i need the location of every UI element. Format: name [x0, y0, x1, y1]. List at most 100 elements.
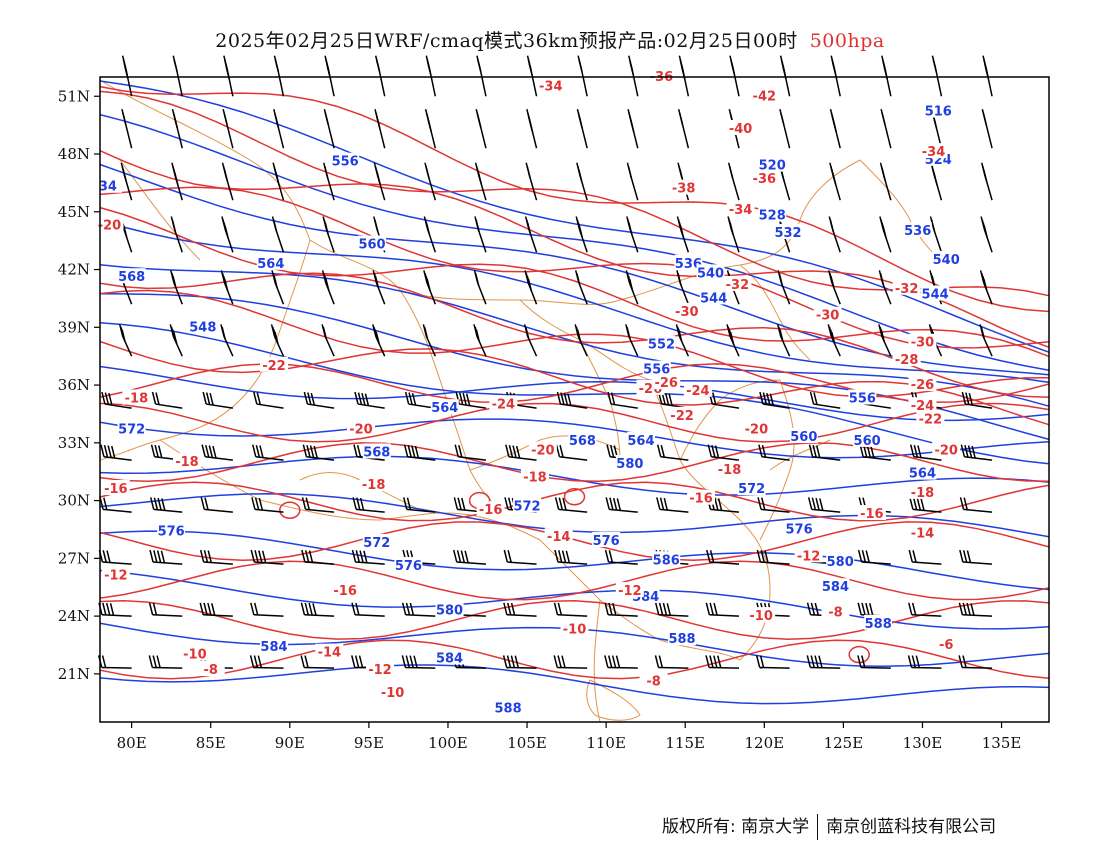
wind-barb — [878, 270, 892, 305]
wind-barb — [221, 216, 234, 253]
wind-barb — [880, 108, 892, 149]
label-bg — [821, 603, 850, 619]
height-label: 572 — [363, 536, 390, 551]
label-bg — [892, 351, 921, 367]
label-bg — [362, 533, 391, 549]
x-tick-label: 120E — [745, 734, 785, 752]
height-label: 588 — [668, 632, 695, 647]
wind-barb — [121, 108, 133, 149]
temperature-label: -16 — [860, 507, 884, 522]
height-label: 572 — [738, 482, 765, 497]
wind-barb — [907, 655, 942, 669]
label-bg — [932, 635, 961, 651]
wind-barb — [807, 497, 841, 513]
wind-barb — [879, 216, 892, 253]
wind-barb — [100, 444, 132, 461]
wind-barb — [321, 270, 335, 305]
label-bg — [652, 374, 681, 390]
label-bg — [196, 661, 225, 677]
label-bg — [626, 431, 655, 447]
height-label: 532 — [774, 226, 801, 241]
wind-barb — [503, 602, 537, 617]
wind-barb — [253, 391, 284, 409]
wind-barb — [676, 216, 690, 253]
wind-barb — [625, 270, 639, 305]
y-tick-label: 39N — [58, 318, 90, 336]
label-bg — [365, 661, 394, 677]
temperature-label: -10 — [749, 609, 773, 624]
temperature-label: -14 — [318, 646, 342, 661]
map-title: 2025年02月25日WRF/cmaq模式36km预报产品:02月25日00时 5… — [0, 26, 1100, 53]
wind-barb — [372, 270, 386, 305]
y-tick-label: 51N — [58, 87, 90, 105]
label-bg — [821, 578, 850, 594]
temperature-label: -20 — [98, 218, 122, 233]
height-label: 568 — [363, 445, 390, 460]
wind-barb — [607, 391, 638, 409]
height-label: 544 — [922, 288, 949, 303]
title-level: 500hpa — [809, 30, 885, 52]
temperature-label: -24 — [492, 397, 516, 412]
latitude-axis: 51N 48N 45N 42N 39N 36N 33N 30N 27N 24N 21N — [58, 87, 100, 683]
label-bg — [848, 389, 877, 405]
height-contour — [99, 530, 1050, 591]
label-bg — [528, 441, 557, 457]
temperature-label: -30 — [675, 305, 699, 320]
label-bg — [669, 179, 698, 195]
wind-barb — [678, 55, 690, 97]
temperature-label: -16 — [104, 482, 128, 497]
wind-barb — [910, 444, 942, 461]
height-contour — [99, 455, 1050, 496]
label-bg — [101, 480, 130, 496]
label-bg — [568, 431, 597, 447]
temperature-contour — [99, 90, 1050, 297]
label-bg — [359, 476, 388, 492]
wind-barb — [403, 497, 436, 513]
label-bg — [864, 614, 893, 630]
wind-barb — [202, 391, 233, 409]
wind-barb — [575, 216, 588, 253]
temperature-label: -22 — [670, 409, 694, 424]
wind-barb — [474, 162, 487, 201]
wind-barb — [322, 216, 335, 253]
label-bg — [101, 566, 130, 582]
temperature-label: -10 — [563, 623, 587, 638]
wind-barb — [273, 108, 285, 149]
temperature-label: -18 — [523, 470, 547, 485]
label-bg — [476, 501, 505, 517]
wind-barb — [252, 444, 284, 461]
wind-barb — [170, 270, 183, 305]
label-bg — [513, 497, 542, 513]
wind-barb — [654, 602, 689, 617]
label-bg — [520, 468, 549, 484]
wind-barb — [475, 108, 487, 149]
label-bg — [758, 156, 787, 172]
wind-barb — [526, 55, 538, 97]
height-label: 556 — [643, 363, 670, 378]
label-bg — [435, 601, 464, 617]
wind-barb — [980, 216, 993, 253]
wind-barb — [199, 549, 233, 565]
temperature-label: -28 — [895, 353, 919, 368]
temperature-label: -38 — [672, 182, 696, 197]
label-bg — [750, 87, 779, 103]
label-bg — [683, 381, 712, 397]
wind-barb — [857, 655, 891, 669]
wind-barb — [705, 655, 740, 669]
wind-barb — [273, 55, 285, 97]
wind-barb — [626, 216, 639, 253]
footer: 版权所有: 南京大学 南京创蓝科技有限公司 — [662, 812, 996, 840]
label-bg — [647, 335, 676, 351]
wind-barb — [576, 108, 588, 149]
height-label: 564 — [431, 401, 458, 416]
wind-barb — [423, 270, 437, 305]
label-bg — [642, 360, 671, 376]
height-label: 516 — [925, 105, 952, 120]
temperature-label: -18 — [125, 392, 149, 407]
wind-barb — [302, 444, 335, 461]
wind-barb — [829, 108, 841, 149]
wind-barb — [148, 602, 183, 617]
height-label: 584 — [436, 651, 463, 666]
height-label: 540 — [933, 253, 960, 268]
